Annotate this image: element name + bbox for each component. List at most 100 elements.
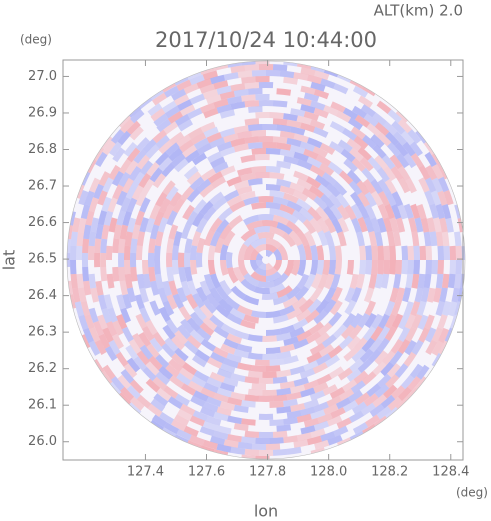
echo-cell (174, 347, 189, 362)
echo-cell (350, 203, 363, 220)
echo-cell (362, 134, 377, 149)
echo-cell (108, 339, 121, 356)
echo-cell (215, 219, 230, 234)
echo-cell (324, 273, 335, 290)
echo-cell (364, 300, 376, 316)
echo-cell (247, 370, 263, 378)
echo-cell (247, 352, 263, 360)
echo-cell (402, 141, 416, 157)
echo-cell (351, 217, 362, 233)
echo-cell (168, 224, 179, 240)
echo-cell (367, 348, 382, 364)
echo-cell (165, 364, 180, 378)
echo-cell (148, 266, 156, 282)
echo-cell (324, 217, 337, 234)
echo-cell (403, 203, 414, 219)
echo-cell (317, 184, 333, 198)
echo-cell (357, 204, 370, 220)
echo-cell (290, 108, 306, 117)
echo-cell (376, 406, 392, 420)
echo-cell (377, 326, 391, 342)
echo-cell (303, 398, 319, 409)
echo-cell (257, 232, 275, 240)
echo-cell (113, 224, 122, 240)
echo-cell (95, 151, 108, 167)
echo-cell (321, 172, 337, 186)
echo-cell (257, 280, 275, 288)
echo-cell (374, 273, 384, 289)
echo-cell (277, 244, 289, 260)
echo-cell (88, 197, 99, 213)
echo-cell (189, 415, 205, 427)
echo-cell (168, 147, 183, 162)
echo-cell (352, 401, 368, 415)
echo-cell (88, 245, 95, 260)
echo-cell (223, 338, 239, 350)
echo-cell (226, 313, 243, 325)
echo-cell (395, 217, 406, 233)
echo-cell (152, 414, 167, 428)
echo-cell (141, 260, 149, 275)
echo-cell (219, 109, 235, 119)
echo-cell (279, 380, 295, 390)
echo-cell (380, 361, 395, 377)
echo-cell (293, 439, 309, 448)
echo-cell (248, 106, 263, 113)
echo-cell (383, 217, 393, 233)
echo-cell (315, 332, 330, 346)
echo-cell (223, 133, 239, 143)
echo-cell (389, 245, 397, 260)
echo-cell (303, 417, 320, 428)
echo-cell (303, 148, 319, 160)
echo-cell (425, 327, 437, 343)
echo-cell (162, 300, 175, 316)
echo-cell (309, 185, 325, 199)
echo-cell (304, 273, 316, 290)
echo-cell (199, 426, 215, 437)
echo-cell (136, 231, 146, 247)
echo-cell (307, 206, 322, 222)
echo-cell (342, 379, 358, 393)
echo-cell (75, 245, 83, 260)
echo-cell (131, 185, 144, 201)
echo-cell (196, 327, 212, 342)
echo-cell (200, 121, 216, 133)
echo-cell (185, 210, 199, 227)
y-tick-label: 26.7 (28, 179, 57, 194)
echo-cell (359, 260, 366, 275)
echo-cell (142, 138, 157, 154)
echo-cell (236, 185, 253, 196)
echo-cell (156, 387, 172, 402)
echo-cell (203, 126, 219, 138)
echo-cell (233, 88, 249, 97)
echo-cell (129, 379, 144, 394)
echo-cell (174, 113, 190, 127)
echo-cell (403, 351, 417, 367)
echo-cell (203, 230, 215, 247)
echo-cell (110, 129, 125, 144)
echo-cell (218, 298, 234, 313)
echo-cell (356, 273, 365, 289)
echo-cell (425, 339, 438, 355)
echo-cell (351, 157, 366, 172)
echo-cell (233, 125, 249, 134)
echo-cell (378, 191, 390, 207)
echo-cell (366, 123, 382, 137)
echo-cell (102, 177, 114, 193)
echo-cell (187, 380, 204, 393)
echo-cell (420, 217, 430, 233)
echo-cell (130, 252, 137, 268)
echo-cell (258, 377, 274, 385)
echo-cell (177, 409, 193, 421)
echo-cell (200, 168, 216, 182)
echo-cell (293, 170, 309, 182)
echo-cell (255, 260, 264, 268)
echo-cell (120, 307, 131, 324)
echo-cell (112, 147, 126, 163)
echo-cell (395, 287, 406, 303)
echo-cell (323, 403, 339, 415)
echo-cell (404, 340, 417, 356)
echo-cell (334, 260, 342, 275)
echo-cell (279, 305, 295, 316)
